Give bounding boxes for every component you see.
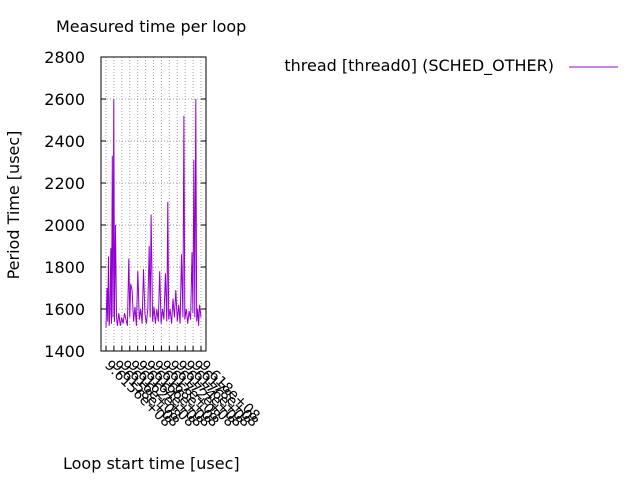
y-tick-label: 2000 (44, 216, 85, 235)
y-tick-label: 2400 (44, 132, 85, 151)
y-tick-label: 2800 (44, 48, 85, 67)
x-axis: 9.6156e+089.6158e+089.616e+089.6162e+089… (101, 346, 263, 430)
x-axis-title: Loop start time [usec] (63, 454, 240, 473)
series-line (105, 98, 202, 328)
legend-label: thread [thread0] (SCHED_OTHER) (284, 56, 554, 76)
legend: thread [thread0] (SCHED_OTHER) (284, 56, 618, 76)
series-layer (105, 98, 202, 328)
y-axis: 1400 1600 1800 2000 2200 2400 2600 2800 (44, 48, 206, 361)
y-tick-label: 1600 (44, 300, 85, 319)
chart-title: Measured time per loop (56, 17, 246, 36)
y-tick-label: 1400 (44, 342, 85, 361)
y-tick-label: 2600 (44, 90, 85, 109)
y-tick-label: 2200 (44, 174, 85, 193)
y-tick-label: 1800 (44, 258, 85, 277)
y-axis-title: Period Time [usec] (4, 131, 23, 280)
